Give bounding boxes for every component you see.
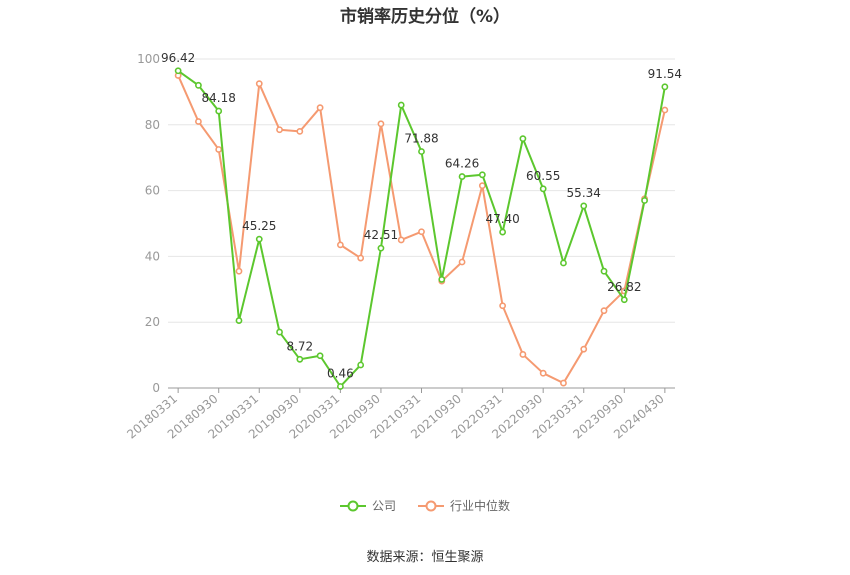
data-point-company [418, 148, 425, 155]
y-tick-label: 100 [137, 52, 160, 66]
grid-lines [168, 58, 675, 323]
y-tick-label: 40 [145, 249, 160, 263]
data-point-industry [661, 106, 669, 114]
data-point-company [276, 328, 283, 336]
data-point-industry [478, 182, 486, 190]
data-point-industry [580, 345, 588, 353]
data-label: 64.26 [445, 157, 479, 171]
data-point-company [661, 83, 669, 91]
data-point-company [397, 101, 405, 109]
data-label: 0.46 [327, 366, 354, 380]
data-point-company [438, 276, 446, 283]
data-point-company [580, 202, 588, 210]
data-point-company [174, 67, 182, 75]
data-point-industry [418, 228, 425, 236]
legend-item-company[interactable]: 公司 [339, 497, 396, 514]
legend-industry-marker-icon [418, 500, 444, 511]
data-point-industry [336, 241, 344, 249]
data-point-company [600, 267, 608, 275]
data-point-company [458, 173, 466, 180]
data-point-industry [499, 302, 507, 310]
y-tick-label: 80 [145, 118, 160, 132]
data-point-company [377, 244, 385, 252]
data-point-company [357, 361, 365, 369]
data-label: 84.18 [202, 91, 236, 105]
data-point-industry [519, 351, 527, 358]
data-label: 42.51 [364, 228, 398, 242]
data-label: 60.55 [526, 169, 560, 183]
data-label: 26.82 [607, 280, 641, 294]
data-label: 55.34 [567, 186, 601, 200]
data-point-industry [560, 379, 567, 387]
legend-company-label: 公司 [371, 499, 396, 513]
data-point-company [499, 228, 507, 236]
data-point-industry [539, 369, 547, 377]
data-label: 8.72 [286, 339, 313, 353]
data-point-industry [255, 80, 263, 88]
data-point-company [336, 383, 344, 390]
data-point-industry [377, 120, 385, 128]
data-point-company [316, 352, 324, 360]
data-point-industry [600, 307, 608, 315]
data-point-industry [296, 127, 304, 135]
legend-item-industry[interactable]: 行业中位数 [418, 497, 510, 514]
data-label: 45.25 [242, 219, 276, 233]
data-labels: 96.42 84.18 45.25 8.72 0.46 42.51 71.88 64.26 47… [161, 51, 682, 381]
data-point-industry [316, 104, 324, 112]
data-point-industry [458, 258, 466, 266]
data-point-company [255, 235, 263, 243]
data-point-company [620, 296, 628, 304]
data-point-company [641, 197, 648, 204]
data-source: 数据来源：恒生聚源 [366, 550, 484, 565]
data-point-company [215, 107, 223, 115]
data-point-industry [397, 236, 405, 244]
data-label: 71.88 [404, 132, 438, 146]
data-point-industry [235, 267, 243, 275]
legend-industry-label: 行业中位数 [450, 499, 511, 513]
data-point-company [195, 81, 202, 89]
data-point-company [235, 317, 243, 324]
legend: 公司 行业中位数 [0, 497, 850, 514]
chart-title: 市销率历史分位（%） [339, 7, 511, 27]
data-point-company [519, 135, 527, 143]
data-label: 91.54 [648, 67, 682, 81]
data-point-company [560, 259, 567, 267]
data-point-company [539, 185, 547, 193]
data-point-industry [276, 126, 283, 134]
y-tick-label: 20 [145, 315, 160, 329]
data-point-company [296, 355, 304, 363]
data-point-industry [195, 118, 202, 125]
data-point-industry [357, 254, 365, 262]
y-tick-label: 60 [145, 184, 160, 198]
y-tick-label: 0 [152, 381, 160, 395]
legend-company-marker-icon [339, 500, 366, 511]
data-label: 47.40 [485, 212, 519, 226]
series-lines [174, 67, 669, 390]
data-label: 96.42 [161, 51, 195, 65]
data-point-industry [215, 146, 223, 153]
data-point-company [478, 171, 486, 179]
